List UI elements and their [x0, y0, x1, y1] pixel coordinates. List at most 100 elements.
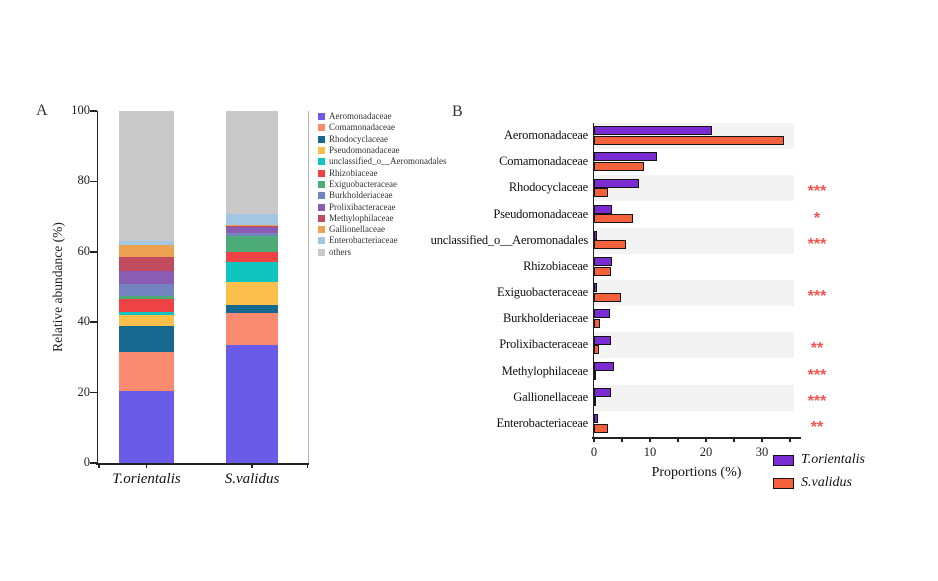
- row-stripe: [594, 227, 794, 254]
- bar-segment-unclassified-o-aeromonadales: [119, 311, 174, 316]
- panel-b-row: Rhodocyclaceae ***: [509, 175, 826, 202]
- legend-item-methylophilaceae: Methylophilaceae: [318, 213, 446, 224]
- legend-label: S.validus: [801, 475, 852, 490]
- significance-stars: ***: [807, 235, 827, 253]
- panel-a-plot: 0 20 40 60 80 100 T.orientalis S.validus: [71, 103, 309, 487]
- hbar-t-orientalis: [594, 126, 712, 136]
- hbar-t-orientalis: [594, 387, 611, 397]
- row-stripe: [594, 332, 794, 359]
- legend-item-exiguobacteraceae: Exiguobacteraceae: [318, 179, 446, 190]
- legend-swatch: [318, 248, 325, 256]
- panel-b-plot: Aeromonadaceae Comamonadaceae Rhodocyclace…: [431, 123, 826, 459]
- legend-swatch: [318, 192, 325, 200]
- bar-segment-gallionellaceae: [119, 244, 174, 258]
- panel-a-x-axis-line: [96, 463, 309, 465]
- legend-item-comamonadaceae: Comamonadaceae: [318, 122, 446, 133]
- panel-b-row: Prolixibacteraceae **: [499, 332, 823, 359]
- bar-segment-prolixibacteraceae: [119, 271, 174, 284]
- bar-segment-methylophilaceae: [226, 225, 278, 227]
- legend-label: others: [329, 246, 351, 257]
- hbar-s-validus: [594, 214, 634, 224]
- bar-segment-rhizobiaceae: [226, 251, 278, 263]
- legend-item-t-orientalis: T.orientalis: [773, 452, 865, 468]
- significance-stars: *: [813, 209, 821, 227]
- hbar-s-validus: [594, 292, 621, 302]
- row-stripe: [594, 384, 794, 411]
- panel-a-label: A: [36, 102, 48, 119]
- hbar-t-orientalis: [594, 257, 612, 267]
- hbar-s-validus: [594, 161, 645, 171]
- legend-label: unclassified_o__Aeromonadales: [329, 156, 447, 167]
- panel-b-row: Gallionellaceae ***: [513, 384, 826, 411]
- panel-b-category-label: Rhodocyclaceae: [508, 180, 588, 195]
- legend-item-pseudomonadaceae: Pseudomonadaceae: [318, 145, 446, 156]
- panel-a-y-tick-label: 20: [77, 384, 91, 399]
- panel-a-y-tick: [90, 110, 97, 112]
- bar-segment-rhodocyclaceae: [119, 325, 174, 353]
- legend-swatch: [773, 477, 794, 489]
- panel-b-label: B: [452, 103, 463, 120]
- panel-b-x-tick: [677, 437, 679, 442]
- hbar-s-validus: [594, 266, 612, 276]
- panel-b-row: Aeromonadaceae: [504, 123, 801, 150]
- panel-b-row: Methylophilaceae ***: [502, 359, 826, 385]
- panel-b-category-label: Pseudomonadaceae: [493, 206, 588, 221]
- panel-a-y-tick-label: 80: [77, 173, 91, 188]
- bar-segment-unclassified-o-aeromonadales: [226, 262, 278, 282]
- panel-a-y-tick: [90, 391, 97, 394]
- panel-b-category-label: Comamonadaceae: [499, 154, 588, 169]
- hbar-s-validus: [594, 345, 600, 355]
- legend-item-others: others: [318, 247, 446, 258]
- legend-item-gallionellaceae: Gallionellaceae: [318, 224, 446, 235]
- hbar-t-orientalis: [594, 178, 639, 188]
- panel-b-x-tick: [733, 437, 735, 442]
- panel-b-category-label: Burkholderiaceae: [503, 311, 588, 326]
- panel-b-row: Burkholderiaceae: [503, 306, 801, 332]
- panel-a-category-label: T.orientalis: [112, 471, 181, 487]
- panel-b-category-label: Prolixibacteraceae: [499, 337, 588, 352]
- panel-a-x-tick: [251, 463, 253, 468]
- bar-segment-comamonadaceae: [226, 313, 278, 346]
- bar-segment-rhizobiaceae: [119, 299, 174, 312]
- panel-b-row: Pseudomonadaceae *: [493, 202, 820, 228]
- significance-stars: ***: [807, 392, 827, 410]
- bar-segment-burkholderiaceae: [119, 283, 174, 296]
- significance-stars: **: [810, 340, 824, 358]
- panel-b-category-label: Aeromonadaceae: [504, 128, 588, 143]
- bar-segment-aeromonadaceae: [119, 390, 174, 463]
- hbar-t-orientalis: [594, 361, 614, 371]
- panel-b-category-label: Rhizobiaceae: [523, 258, 588, 273]
- legend-swatch: [318, 180, 325, 188]
- significance-stars: ***: [807, 288, 827, 306]
- legend-swatch: [318, 158, 325, 166]
- bar-segment-rhodocyclaceae: [226, 304, 278, 314]
- legend-item-prolixibacteraceae: Prolixibacteraceae: [318, 201, 446, 212]
- panel-b-x-tick-label: 30: [755, 445, 769, 459]
- bar-segment-pseudomonadaceae: [226, 281, 278, 305]
- panel-a-y-tick-label: 60: [77, 243, 91, 258]
- panel-b-x-tick-label: 10: [643, 445, 657, 459]
- legend-label: Comamonadaceae: [329, 122, 395, 133]
- hbar-t-orientalis: [594, 283, 598, 293]
- panel-a-x-axis-end-tick: [306, 463, 308, 468]
- legend-item-rhodocyclaceae: Rhodocyclaceae: [318, 134, 446, 145]
- hbar-s-validus: [594, 318, 601, 328]
- panel-a-y-tick-label: 0: [83, 455, 90, 469]
- hbar-t-orientalis: [594, 204, 612, 214]
- hbar-t-orientalis: [594, 309, 611, 319]
- panel-b-category-label: Gallionellaceae: [513, 389, 588, 404]
- bar-segment-exiguobacteraceae: [119, 295, 174, 300]
- significance-stars: ***: [807, 183, 827, 201]
- legend-swatch: [318, 203, 325, 211]
- panel-a-y-tick: [90, 180, 97, 183]
- legend-label: Gallionellaceae: [329, 224, 385, 235]
- hbar-t-orientalis: [594, 230, 597, 240]
- legend-label: Rhizobiaceae: [329, 167, 378, 178]
- legend-label: Methylophilaceae: [329, 212, 394, 223]
- legend-label: Enterobacteriaceae: [329, 235, 398, 246]
- bar-segment-others: [119, 111, 174, 242]
- panel-b-x-axis-label: Proportions (%): [651, 465, 742, 480]
- panel-a-y-tick: [90, 251, 97, 253]
- bar-segment-pseudomonadaceae: [119, 315, 174, 326]
